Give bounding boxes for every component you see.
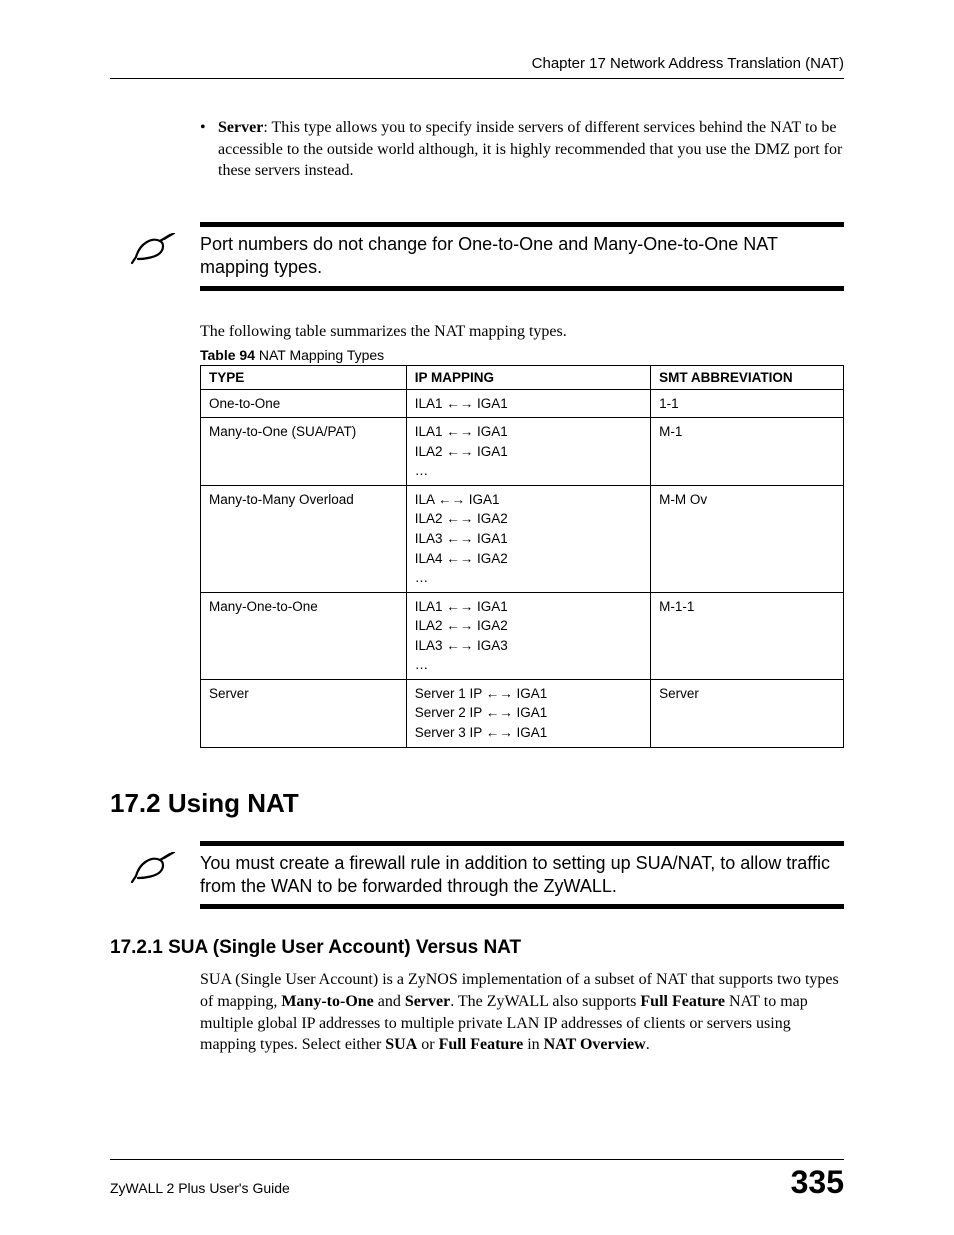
bullet-body: : This type allows you to specify inside… (218, 119, 842, 179)
cell-mapping: ILA ←→ IGA1ILA2 ←→ IGA2ILA3 ←→ IGA1ILA4 … (406, 485, 650, 592)
nat-mapping-table: TYPE IP MAPPING SMT ABBREVIATION One-to-… (200, 365, 844, 748)
note-rule-bottom (200, 286, 844, 291)
para-seg: and (374, 993, 405, 1010)
section-heading-17-2-1: 17.2.1 SUA (Single User Account) Versus … (110, 937, 844, 959)
note2-rule-top (200, 841, 844, 846)
sua-paragraph: SUA (Single User Account) is a ZyNOS imp… (200, 969, 844, 1055)
cell-mapping: ILA1 ←→ IGA1ILA2 ←→ IGA1… (406, 418, 650, 486)
footer-guide-name: ZyWALL 2 Plus User's Guide (110, 1180, 290, 1196)
footer-page-number: 335 (791, 1164, 844, 1201)
th-mapping: IP MAPPING (406, 365, 650, 389)
note-icon (110, 852, 200, 889)
para-seg: or (417, 1036, 438, 1053)
note-text-1: Port numbers do not change for One-to-On… (200, 233, 844, 280)
para-bold: NAT Overview (544, 1036, 646, 1053)
table-caption-title: NAT Mapping Types (255, 347, 384, 363)
cell-type: Many-to-Many Overload (201, 485, 407, 592)
note-block-2: You must create a firewall rule in addit… (110, 841, 844, 910)
section-heading-17-2: 17.2 Using NAT (110, 788, 844, 819)
table-row: Many-One-to-OneILA1 ←→ IGA1ILA2 ←→ IGA2I… (201, 592, 844, 679)
cell-abbr: M-1 (651, 418, 844, 486)
note-icon (110, 233, 200, 270)
bullet-label: Server (218, 119, 263, 136)
para-seg: . The ZyWALL also supports (450, 993, 640, 1010)
para-bold: Full Feature (439, 1036, 524, 1053)
cell-type: Server (201, 679, 407, 747)
chapter-header: Chapter 17 Network Address Translation (… (110, 55, 844, 72)
note-rule-top (200, 222, 844, 227)
cell-mapping: ILA1 ←→ IGA1 (406, 389, 650, 418)
para-bold: Many-to-One (281, 993, 373, 1010)
cell-type: One-to-One (201, 389, 407, 418)
para-bold: SUA (385, 1036, 417, 1053)
cell-type: Many-to-One (SUA/PAT) (201, 418, 407, 486)
bullet-paragraph: • Server: This type allows you to specif… (200, 117, 844, 182)
note-block-1: Port numbers do not change for One-to-On… (110, 222, 844, 291)
para-seg: . (646, 1036, 650, 1053)
table-caption-prefix: Table 94 (200, 347, 255, 363)
page-footer: ZyWALL 2 Plus User's Guide 335 (110, 1159, 844, 1201)
cell-abbr: M-1-1 (651, 592, 844, 679)
para-bold: Server (405, 993, 450, 1010)
page: Chapter 17 Network Address Translation (… (0, 0, 954, 1235)
cell-abbr: M-M Ov (651, 485, 844, 592)
bullet-marker: • (200, 117, 218, 182)
para-seg: in (523, 1036, 543, 1053)
cell-mapping: Server 1 IP ←→ IGA1Server 2 IP ←→ IGA1Se… (406, 679, 650, 747)
table-intro: The following table summarizes the NAT m… (200, 323, 844, 341)
cell-abbr: 1-1 (651, 389, 844, 418)
table-row: Many-to-Many OverloadILA ←→ IGA1ILA2 ←→ … (201, 485, 844, 592)
table-row: One-to-OneILA1 ←→ IGA11-1 (201, 389, 844, 418)
bullet-text: Server: This type allows you to specify … (218, 117, 844, 182)
table-caption: Table 94 NAT Mapping Types (200, 347, 844, 363)
table-header-row: TYPE IP MAPPING SMT ABBREVIATION (201, 365, 844, 389)
th-type: TYPE (201, 365, 407, 389)
cell-abbr: Server (651, 679, 844, 747)
cell-mapping: ILA1 ←→ IGA1ILA2 ←→ IGA2ILA3 ←→ IGA3… (406, 592, 650, 679)
footer-rule (110, 1159, 844, 1160)
note-text-2: You must create a firewall rule in addit… (200, 852, 844, 899)
note2-rule-bottom (200, 904, 844, 909)
table-row: Many-to-One (SUA/PAT)ILA1 ←→ IGA1ILA2 ←→… (201, 418, 844, 486)
table-row: ServerServer 1 IP ←→ IGA1Server 2 IP ←→ … (201, 679, 844, 747)
cell-type: Many-One-to-One (201, 592, 407, 679)
th-abbr: SMT ABBREVIATION (651, 365, 844, 389)
para-bold: Full Feature (640, 993, 725, 1010)
header-rule (110, 78, 844, 79)
